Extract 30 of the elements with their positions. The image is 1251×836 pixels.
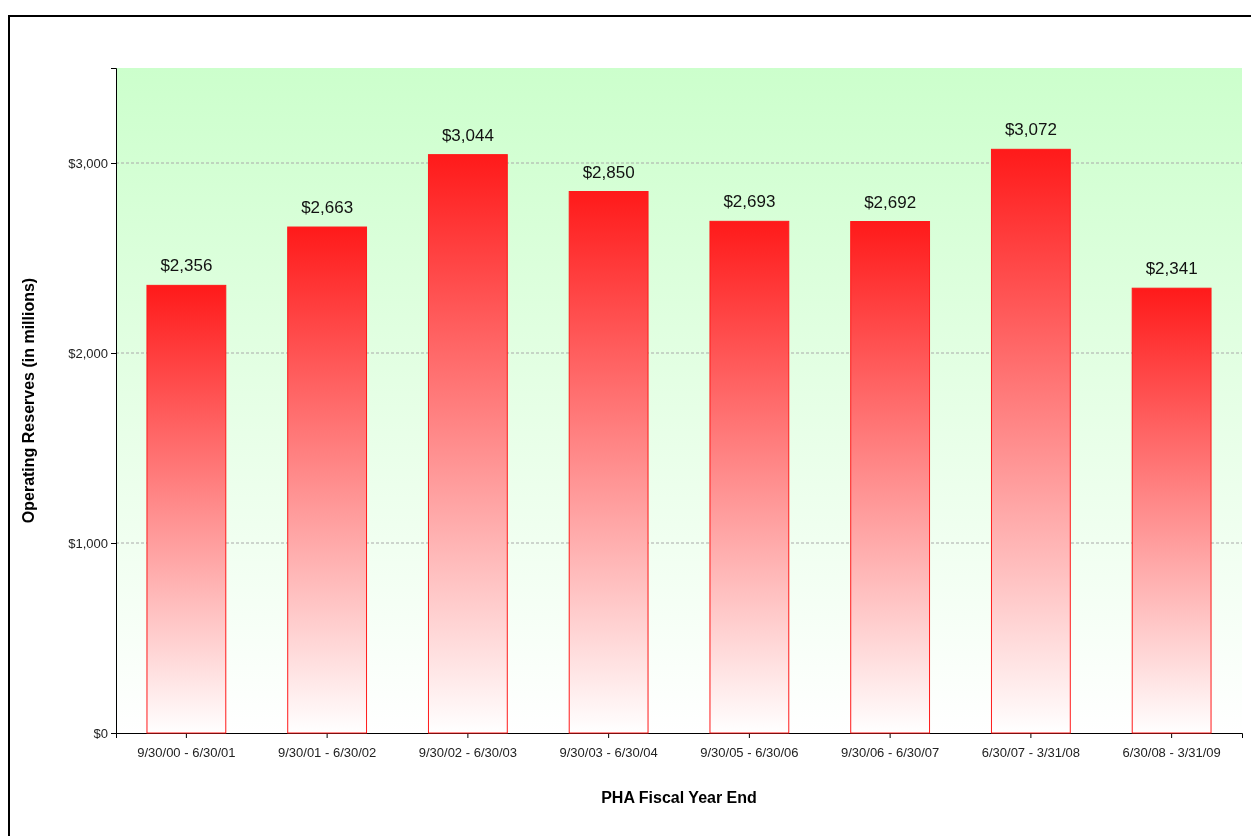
x-tick-label: 6/30/08 - 3/31/09 (1122, 744, 1221, 760)
data-label: $2,341 (1145, 259, 1198, 279)
x-tick-label: 9/30/02 - 6/30/03 (418, 744, 518, 760)
x-tick-label: 6/30/07 - 3/31/08 (981, 744, 1081, 760)
y-tick-label: $1,000 (68, 535, 108, 551)
x-tick-label: 9/30/05 - 6/30/06 (700, 744, 799, 760)
bar (709, 220, 790, 734)
data-label: $2,693 (723, 192, 776, 212)
x-tick-label: 9/30/03 - 6/30/04 (559, 744, 658, 760)
bar (1131, 287, 1212, 734)
bar (568, 191, 649, 734)
x-tick-label: 9/30/01 - 6/30/02 (277, 744, 377, 760)
data-label: $3,072 (1004, 120, 1057, 140)
data-label: $2,663 (301, 198, 354, 218)
y-axis-title: Operating Reserves (in millions) (20, 277, 37, 524)
data-label: $3,044 (441, 125, 494, 145)
bar (850, 221, 931, 734)
x-tick-label: 9/30/06 - 6/30/07 (840, 744, 940, 760)
data-label: $2,850 (582, 162, 635, 182)
y-tick-label: $3,000 (68, 155, 108, 171)
y-tick-label: $2,000 (68, 345, 108, 361)
bar (287, 226, 368, 734)
x-axis-title: PHA Fiscal Year End (601, 789, 757, 806)
bar (146, 284, 227, 734)
y-tick-label: $0 (93, 725, 108, 741)
x-tick-label: 9/30/00 - 6/30/01 (137, 744, 236, 760)
bar (990, 148, 1071, 734)
data-label: $2,692 (864, 192, 917, 212)
data-label: $2,356 (160, 256, 213, 276)
bar (427, 154, 508, 734)
